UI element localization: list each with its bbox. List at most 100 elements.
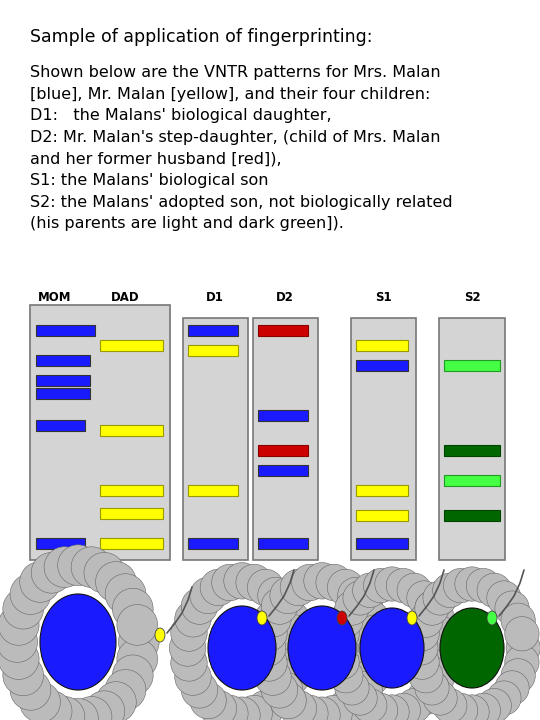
- Ellipse shape: [363, 693, 398, 720]
- Ellipse shape: [10, 574, 51, 614]
- Ellipse shape: [423, 581, 457, 615]
- Ellipse shape: [415, 591, 449, 625]
- Ellipse shape: [251, 615, 287, 652]
- Ellipse shape: [421, 603, 455, 637]
- Ellipse shape: [112, 655, 153, 696]
- Ellipse shape: [3, 588, 44, 629]
- Ellipse shape: [343, 681, 377, 715]
- Bar: [356, 340, 408, 351]
- Ellipse shape: [249, 630, 286, 666]
- Ellipse shape: [329, 603, 363, 637]
- Ellipse shape: [421, 659, 455, 693]
- Ellipse shape: [258, 577, 294, 613]
- Bar: [36, 354, 90, 366]
- Ellipse shape: [433, 573, 467, 608]
- Ellipse shape: [96, 682, 136, 720]
- Ellipse shape: [20, 682, 60, 720]
- Ellipse shape: [316, 564, 352, 600]
- Ellipse shape: [190, 683, 226, 719]
- Ellipse shape: [155, 628, 165, 642]
- Ellipse shape: [415, 591, 449, 625]
- Bar: [356, 359, 408, 371]
- Ellipse shape: [58, 545, 98, 585]
- Ellipse shape: [353, 600, 389, 637]
- Ellipse shape: [325, 645, 359, 680]
- Bar: [439, 318, 505, 560]
- Ellipse shape: [170, 630, 206, 666]
- Ellipse shape: [273, 659, 309, 696]
- Ellipse shape: [10, 670, 51, 710]
- Ellipse shape: [224, 562, 260, 599]
- Bar: [188, 538, 238, 549]
- Ellipse shape: [443, 693, 478, 720]
- Ellipse shape: [506, 631, 540, 665]
- Bar: [356, 485, 408, 495]
- Ellipse shape: [280, 690, 316, 720]
- Ellipse shape: [278, 630, 315, 666]
- Bar: [258, 538, 308, 549]
- Bar: [100, 340, 163, 351]
- Ellipse shape: [487, 611, 497, 625]
- Ellipse shape: [261, 588, 298, 624]
- Ellipse shape: [425, 645, 459, 680]
- Ellipse shape: [117, 605, 158, 645]
- Ellipse shape: [0, 639, 39, 680]
- Ellipse shape: [505, 616, 539, 651]
- Ellipse shape: [386, 569, 421, 603]
- Ellipse shape: [346, 672, 383, 708]
- Ellipse shape: [477, 573, 511, 608]
- Ellipse shape: [44, 546, 85, 588]
- Ellipse shape: [58, 698, 98, 720]
- Ellipse shape: [363, 569, 398, 603]
- Bar: [444, 510, 500, 521]
- Bar: [100, 425, 163, 436]
- Ellipse shape: [337, 611, 347, 625]
- Ellipse shape: [84, 552, 125, 593]
- Ellipse shape: [181, 672, 218, 708]
- Ellipse shape: [247, 570, 284, 606]
- Text: D2: D2: [276, 291, 294, 304]
- Ellipse shape: [409, 659, 443, 693]
- Ellipse shape: [505, 645, 539, 680]
- Ellipse shape: [3, 655, 44, 696]
- Ellipse shape: [71, 546, 112, 588]
- Ellipse shape: [423, 681, 457, 715]
- Ellipse shape: [466, 693, 501, 720]
- Ellipse shape: [251, 644, 287, 681]
- Ellipse shape: [175, 600, 211, 637]
- Bar: [183, 318, 248, 560]
- Ellipse shape: [31, 552, 72, 593]
- Ellipse shape: [270, 683, 306, 719]
- Ellipse shape: [288, 606, 356, 690]
- Bar: [188, 325, 238, 336]
- Ellipse shape: [338, 577, 374, 613]
- Ellipse shape: [20, 562, 60, 603]
- Ellipse shape: [487, 681, 521, 715]
- Ellipse shape: [403, 631, 438, 665]
- Ellipse shape: [175, 659, 211, 696]
- Ellipse shape: [397, 573, 431, 608]
- Ellipse shape: [44, 696, 85, 720]
- Bar: [36, 420, 85, 431]
- Bar: [100, 508, 163, 518]
- Bar: [356, 538, 408, 549]
- Bar: [351, 318, 416, 560]
- Ellipse shape: [325, 616, 359, 651]
- Ellipse shape: [304, 697, 340, 720]
- Ellipse shape: [397, 688, 431, 720]
- Ellipse shape: [343, 581, 377, 615]
- Ellipse shape: [338, 683, 374, 719]
- Ellipse shape: [257, 611, 267, 625]
- Ellipse shape: [171, 615, 207, 652]
- Bar: [258, 325, 308, 336]
- Ellipse shape: [236, 564, 272, 600]
- Bar: [258, 444, 308, 456]
- Ellipse shape: [112, 588, 153, 629]
- Text: Shown below are the VNTR patterns for Mrs. Malan
[blue], Mr. Malan [yellow], and: Shown below are the VNTR patterns for Mr…: [30, 65, 453, 231]
- Ellipse shape: [105, 574, 146, 614]
- Ellipse shape: [200, 570, 237, 606]
- Ellipse shape: [105, 670, 146, 710]
- Text: DAD: DAD: [111, 291, 139, 304]
- Text: S1: S1: [375, 291, 392, 304]
- Bar: [258, 410, 308, 420]
